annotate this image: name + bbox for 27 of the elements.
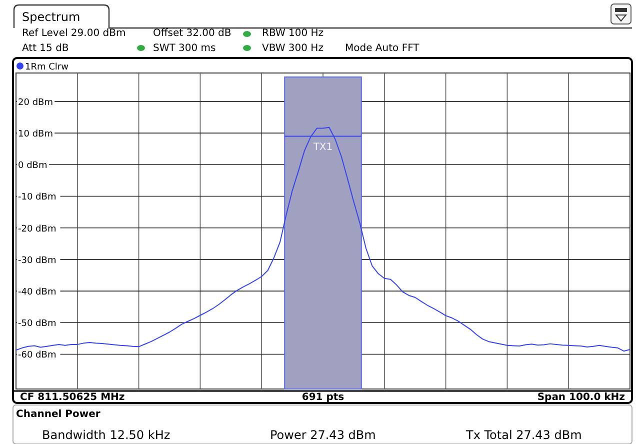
y-tick-label: 20 dBm [18,98,53,108]
y-tick-label: -20 dBm [18,224,56,234]
y-tick-label: -40 dBm [18,288,56,298]
line-series [16,126,630,352]
text: Span 100.0 kHz [537,392,626,403]
text: Power 27.43 dBm [270,428,376,442]
text: VBW 300 Hz [262,43,324,54]
text: Mode Auto FFT [345,43,420,54]
text: SWT 300 ms [153,43,216,54]
legend-label: 1Rm Clrw [25,62,68,72]
text: Channel Power [16,409,100,420]
text: RBW 100 Hz [262,28,324,39]
y-tick-label: 0 dBm [18,161,48,172]
ref-line-label: TX1 [312,142,333,154]
chart-title: Spectrum [22,10,80,24]
text: CF 811.50625 MHz [20,392,125,403]
text: Att 15 dB [22,43,69,54]
text: Tx Total 27.43 dBm [465,428,582,442]
text: Offset 32.00 dB [153,28,232,39]
y-tick-label: -50 dBm [18,319,56,330]
text: Ref Level 29.00 dBm [22,28,126,39]
y-tick-label: -30 dBm [18,256,56,266]
y-tick-label: -60 dBm [18,350,56,361]
text: Bandwidth 12.50 kHz [42,428,170,442]
y-tick-label: -10 dBm [18,192,56,203]
y-tick-label: 10 dBm [18,130,53,140]
text: 691 pts [302,392,344,403]
